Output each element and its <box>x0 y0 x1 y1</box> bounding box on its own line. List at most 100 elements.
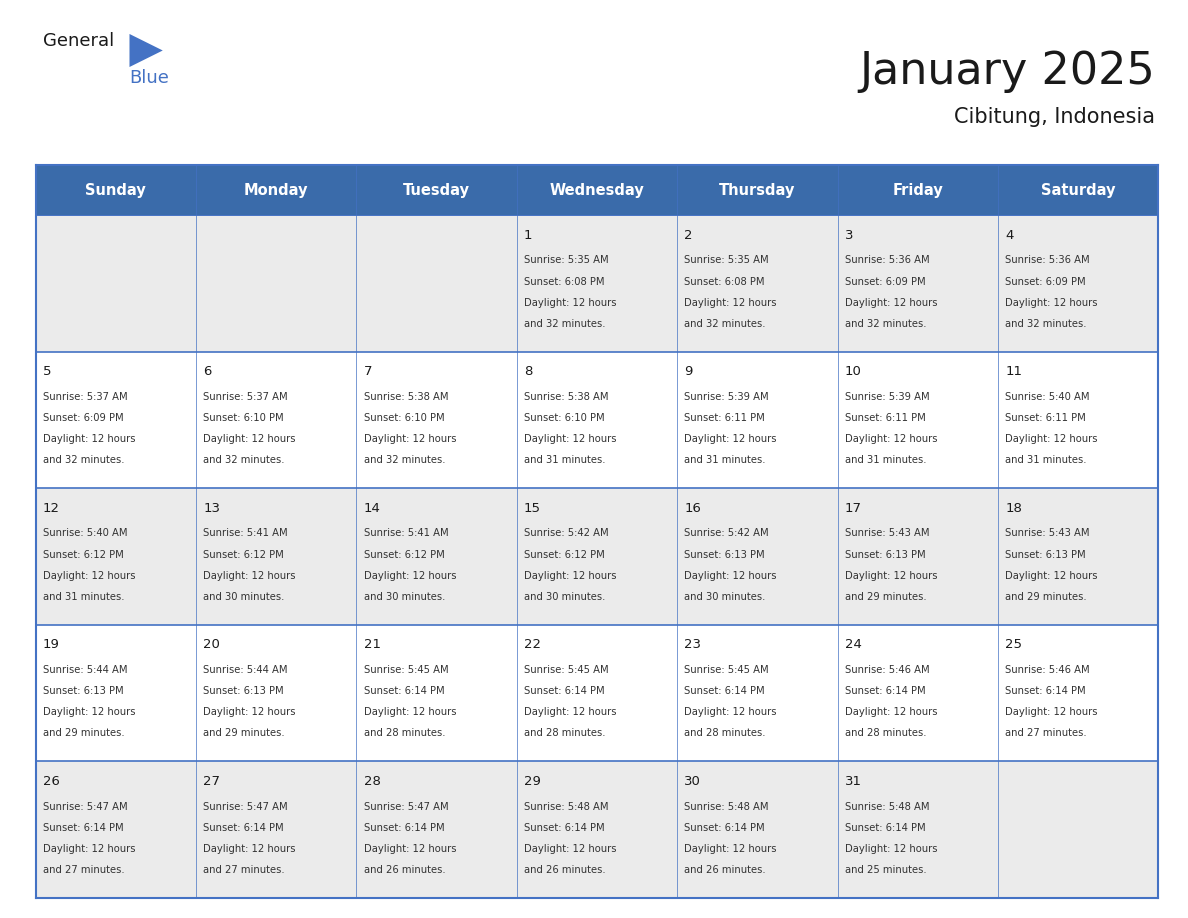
Text: Daylight: 12 hours: Daylight: 12 hours <box>1005 297 1098 308</box>
Text: Sunset: 6:09 PM: Sunset: 6:09 PM <box>845 276 925 286</box>
Text: Sunrise: 5:42 AM: Sunrise: 5:42 AM <box>524 529 608 539</box>
Text: 3: 3 <box>845 229 853 241</box>
Text: Monday: Monday <box>244 183 309 197</box>
Text: Blue: Blue <box>129 69 170 87</box>
Bar <box>36 215 1158 352</box>
Text: 16: 16 <box>684 502 701 515</box>
Text: Sunrise: 5:35 AM: Sunrise: 5:35 AM <box>684 255 769 265</box>
Text: Sunset: 6:14 PM: Sunset: 6:14 PM <box>364 823 444 833</box>
Text: 25: 25 <box>1005 638 1022 652</box>
Text: and 30 minutes.: and 30 minutes. <box>364 592 446 602</box>
Text: Sunrise: 5:47 AM: Sunrise: 5:47 AM <box>364 801 448 812</box>
Text: Sunrise: 5:45 AM: Sunrise: 5:45 AM <box>684 665 769 675</box>
Text: Daylight: 12 hours: Daylight: 12 hours <box>364 707 456 717</box>
Text: Sunrise: 5:43 AM: Sunrise: 5:43 AM <box>845 529 929 539</box>
Text: January 2025: January 2025 <box>859 50 1155 94</box>
Text: and 29 minutes.: and 29 minutes. <box>1005 592 1087 602</box>
Text: Sunset: 6:13 PM: Sunset: 6:13 PM <box>684 550 765 560</box>
Text: Sunset: 6:12 PM: Sunset: 6:12 PM <box>524 550 605 560</box>
Text: and 31 minutes.: and 31 minutes. <box>43 592 125 602</box>
Bar <box>36 761 1158 898</box>
Text: Sunday: Sunday <box>86 183 146 197</box>
Text: Daylight: 12 hours: Daylight: 12 hours <box>203 844 296 854</box>
Text: and 32 minutes.: and 32 minutes. <box>364 455 446 465</box>
Bar <box>36 488 1158 625</box>
Text: Saturday: Saturday <box>1041 183 1116 197</box>
Text: and 29 minutes.: and 29 minutes. <box>43 729 125 738</box>
Text: Sunrise: 5:45 AM: Sunrise: 5:45 AM <box>524 665 608 675</box>
Text: Daylight: 12 hours: Daylight: 12 hours <box>43 844 135 854</box>
Text: Daylight: 12 hours: Daylight: 12 hours <box>1005 434 1098 444</box>
Text: Daylight: 12 hours: Daylight: 12 hours <box>364 571 456 581</box>
Text: 20: 20 <box>203 638 220 652</box>
Text: Sunrise: 5:46 AM: Sunrise: 5:46 AM <box>1005 665 1089 675</box>
Text: Wednesday: Wednesday <box>550 183 644 197</box>
Text: Daylight: 12 hours: Daylight: 12 hours <box>203 571 296 581</box>
Text: 30: 30 <box>684 775 701 788</box>
Text: Daylight: 12 hours: Daylight: 12 hours <box>203 707 296 717</box>
Text: and 31 minutes.: and 31 minutes. <box>524 455 606 465</box>
Text: and 28 minutes.: and 28 minutes. <box>684 729 766 738</box>
Text: and 26 minutes.: and 26 minutes. <box>684 865 766 875</box>
Text: Sunrise: 5:41 AM: Sunrise: 5:41 AM <box>203 529 287 539</box>
Text: 29: 29 <box>524 775 541 788</box>
Text: and 32 minutes.: and 32 minutes. <box>524 319 606 329</box>
Text: and 25 minutes.: and 25 minutes. <box>845 865 927 875</box>
Text: Sunset: 6:14 PM: Sunset: 6:14 PM <box>1005 686 1086 696</box>
Text: 14: 14 <box>364 502 380 515</box>
Text: Daylight: 12 hours: Daylight: 12 hours <box>364 434 456 444</box>
Text: Sunset: 6:08 PM: Sunset: 6:08 PM <box>684 276 765 286</box>
Text: Daylight: 12 hours: Daylight: 12 hours <box>684 707 777 717</box>
Text: Sunset: 6:14 PM: Sunset: 6:14 PM <box>845 686 925 696</box>
Text: Sunset: 6:13 PM: Sunset: 6:13 PM <box>203 686 284 696</box>
Text: Thursday: Thursday <box>719 183 796 197</box>
Text: Sunrise: 5:39 AM: Sunrise: 5:39 AM <box>845 392 929 402</box>
Text: Daylight: 12 hours: Daylight: 12 hours <box>1005 707 1098 717</box>
Text: Daylight: 12 hours: Daylight: 12 hours <box>524 707 617 717</box>
Text: 13: 13 <box>203 502 220 515</box>
Text: Daylight: 12 hours: Daylight: 12 hours <box>43 571 135 581</box>
Text: and 32 minutes.: and 32 minutes. <box>43 455 125 465</box>
Text: and 28 minutes.: and 28 minutes. <box>524 729 606 738</box>
Text: Daylight: 12 hours: Daylight: 12 hours <box>524 297 617 308</box>
Text: and 27 minutes.: and 27 minutes. <box>43 865 125 875</box>
Text: and 32 minutes.: and 32 minutes. <box>684 319 766 329</box>
Text: 10: 10 <box>845 365 861 378</box>
Text: Sunset: 6:12 PM: Sunset: 6:12 PM <box>203 550 284 560</box>
Text: 4: 4 <box>1005 229 1013 241</box>
Text: 27: 27 <box>203 775 220 788</box>
Text: Sunrise: 5:48 AM: Sunrise: 5:48 AM <box>684 801 769 812</box>
Text: 9: 9 <box>684 365 693 378</box>
Text: and 31 minutes.: and 31 minutes. <box>1005 455 1087 465</box>
Text: Daylight: 12 hours: Daylight: 12 hours <box>524 571 617 581</box>
Text: and 27 minutes.: and 27 minutes. <box>203 865 285 875</box>
Text: Daylight: 12 hours: Daylight: 12 hours <box>845 707 937 717</box>
Text: Sunrise: 5:37 AM: Sunrise: 5:37 AM <box>43 392 127 402</box>
Text: Sunset: 6:14 PM: Sunset: 6:14 PM <box>524 686 605 696</box>
Text: 26: 26 <box>43 775 59 788</box>
Text: and 26 minutes.: and 26 minutes. <box>364 865 446 875</box>
Text: Sunrise: 5:48 AM: Sunrise: 5:48 AM <box>524 801 608 812</box>
Text: and 26 minutes.: and 26 minutes. <box>524 865 606 875</box>
Text: Daylight: 12 hours: Daylight: 12 hours <box>203 434 296 444</box>
Text: Sunset: 6:14 PM: Sunset: 6:14 PM <box>364 686 444 696</box>
Text: and 30 minutes.: and 30 minutes. <box>684 592 766 602</box>
Text: Sunset: 6:14 PM: Sunset: 6:14 PM <box>524 823 605 833</box>
Text: and 30 minutes.: and 30 minutes. <box>524 592 606 602</box>
Text: 2: 2 <box>684 229 693 241</box>
Text: Sunrise: 5:47 AM: Sunrise: 5:47 AM <box>43 801 127 812</box>
Text: Daylight: 12 hours: Daylight: 12 hours <box>684 571 777 581</box>
Text: Daylight: 12 hours: Daylight: 12 hours <box>364 844 456 854</box>
Text: Sunset: 6:13 PM: Sunset: 6:13 PM <box>43 686 124 696</box>
Text: 11: 11 <box>1005 365 1022 378</box>
Text: Sunrise: 5:42 AM: Sunrise: 5:42 AM <box>684 529 769 539</box>
Text: Daylight: 12 hours: Daylight: 12 hours <box>684 844 777 854</box>
Text: 28: 28 <box>364 775 380 788</box>
Text: Daylight: 12 hours: Daylight: 12 hours <box>845 297 937 308</box>
Text: Friday: Friday <box>892 183 943 197</box>
Text: Sunset: 6:10 PM: Sunset: 6:10 PM <box>524 413 605 423</box>
Text: General: General <box>43 32 114 50</box>
Text: 7: 7 <box>364 365 372 378</box>
Text: Sunset: 6:08 PM: Sunset: 6:08 PM <box>524 276 605 286</box>
Text: 22: 22 <box>524 638 541 652</box>
